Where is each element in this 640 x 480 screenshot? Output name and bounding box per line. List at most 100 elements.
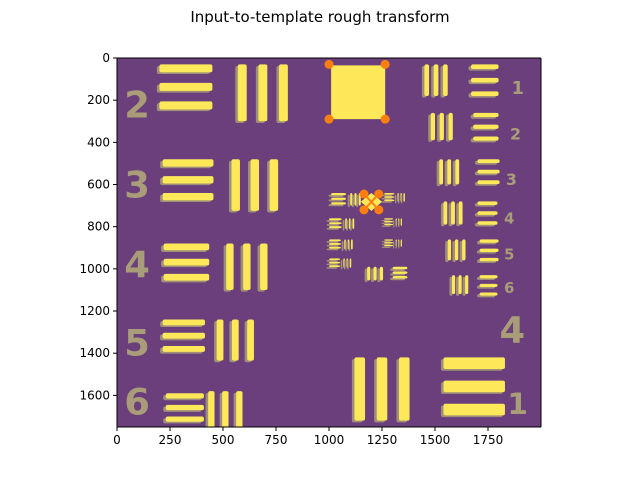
corner-point [380, 114, 390, 124]
group-r1-v-bar [424, 64, 430, 96]
center-5-v-bar-ghost [397, 194, 400, 204]
center-4-h-bar-ghost [326, 263, 338, 266]
group-r6-h-bar [479, 292, 498, 296]
center-3-h-bar [329, 246, 341, 249]
group-b-h-bar [443, 403, 505, 416]
x-tick-label: 500 [212, 433, 235, 447]
y-tick-label: 1000 [79, 262, 110, 276]
group-5-h-bar [162, 332, 205, 339]
group-r4-v-bar [451, 201, 455, 225]
x-axis: 0 250 500 750 1000 1250 1500 1750 [113, 427, 503, 447]
group-number-label: 6 [124, 381, 150, 424]
center-6-h-bar [384, 221, 394, 223]
group-r6-v-bar-ghost [449, 276, 453, 296]
group-r2-v-bar [448, 112, 453, 141]
center-7-h-bar [384, 242, 394, 244]
group-r6-h-bar [479, 283, 498, 287]
group-number-label: 3 [124, 163, 150, 206]
group-r4-v-bar [443, 201, 448, 225]
x-tick-label: 0 [113, 433, 121, 447]
center-1-h-bar [331, 192, 346, 196]
center-bottom-v-bar [379, 266, 384, 281]
center-3-v-bar-ghost [348, 241, 351, 252]
center-6-h-bar-ghost [381, 222, 391, 225]
center-4-h-bar-ghost [326, 266, 338, 269]
center-5-h-bar-ghost [381, 197, 392, 200]
center-6-v-bar [400, 218, 402, 226]
group-r3-v-bar [455, 159, 460, 185]
center-1-v-bar-ghost [356, 194, 359, 208]
center-bottom-v-bar [367, 266, 371, 281]
group-r6-v-bar-ghost [455, 276, 460, 296]
marker-layer [324, 59, 390, 215]
group-4-v-bar [243, 243, 251, 290]
center-1-v-bar-ghost [347, 194, 350, 208]
group-r3-v-bar [447, 159, 452, 185]
center-2-h-bar-ghost [326, 219, 340, 222]
group-r1-h-bar [471, 91, 499, 96]
x-tick-label: 1250 [367, 433, 398, 447]
group-r3-h-bar [477, 169, 500, 174]
y-tick-label: 1600 [79, 388, 110, 402]
group-number-label: 4 [124, 244, 150, 287]
group-r2-v-bar [439, 112, 444, 141]
group-6-h-bar [165, 393, 204, 399]
group-3-v-bar [231, 159, 240, 211]
group-4-h-bar [163, 273, 210, 281]
group-r4-h-bar [477, 211, 498, 215]
center-bottom-h-bar [392, 271, 408, 274]
group-r5-v-bar [462, 239, 466, 261]
y-tick-label: 200 [87, 93, 110, 107]
center-7-v-bar-ghost [398, 241, 400, 249]
group-r3-h-bar [477, 159, 500, 164]
center-bottom-v-bar-ghost [370, 268, 375, 283]
group-5-v-bar [216, 319, 224, 361]
group-2-v-bar [258, 64, 268, 122]
center-6-v-bar-ghost [398, 219, 400, 228]
center-1-h-bar [331, 197, 346, 200]
center-2-h-bar [329, 218, 342, 221]
group-b-v-bar [398, 357, 410, 421]
group-number-label: 5 [124, 322, 150, 365]
center-cross-line [363, 193, 380, 211]
y-axis: 0 200 400 600 800 1000 1200 1400 1600 [79, 51, 117, 402]
center-5-h-bar-ghost [381, 194, 392, 197]
center-7-h-bar-ghost [381, 241, 391, 243]
group-b-v-bar [376, 357, 388, 421]
center-2-v-bar-ghost [349, 219, 352, 231]
group-number-label: 4 [500, 309, 526, 352]
center-4-v-bar [349, 258, 352, 268]
center-bottom-h-bar [392, 266, 408, 270]
y-tick-label: 400 [87, 135, 110, 149]
group-r4-v-bar [458, 201, 463, 225]
center-2-h-bar [329, 226, 342, 229]
chart-title: Input-to-template rough transform [190, 8, 449, 26]
center-3-h-bar [329, 243, 341, 245]
center-5-h-bar [384, 192, 395, 195]
center-3-h-bar-ghost [326, 244, 339, 247]
center-5-v-bar [403, 192, 405, 202]
group-r2-h-bar [473, 112, 499, 118]
center-4-v-bar-ghost [347, 260, 349, 270]
group-5-v-bar [231, 319, 239, 361]
group-6-v-bar [208, 391, 215, 427]
group-number-label: 3 [506, 170, 517, 189]
center-3-h-bar [329, 239, 341, 242]
center-6-h-bar-ghost [381, 225, 391, 227]
group-2-h-bar [159, 82, 213, 91]
group-b-h-bar [443, 380, 505, 393]
group-r6-v-bar-ghost [462, 276, 466, 296]
group-b-h-bar [443, 357, 505, 370]
group-6-v-bar [236, 391, 243, 427]
center-6-v-bar-ghost [393, 219, 395, 228]
x-tick-label: 1000 [314, 433, 345, 447]
center-5-v-bar-ghost [400, 194, 403, 204]
center-7-h-bar-ghost [381, 246, 391, 248]
group-5-h-bar [162, 319, 205, 326]
group-r6-v-bar [465, 275, 469, 295]
group-r5-h-bar [479, 257, 499, 262]
group-6-h-bar [165, 404, 204, 411]
center-bottom-v-bar [373, 266, 377, 281]
group-4-h-bar [163, 243, 210, 251]
